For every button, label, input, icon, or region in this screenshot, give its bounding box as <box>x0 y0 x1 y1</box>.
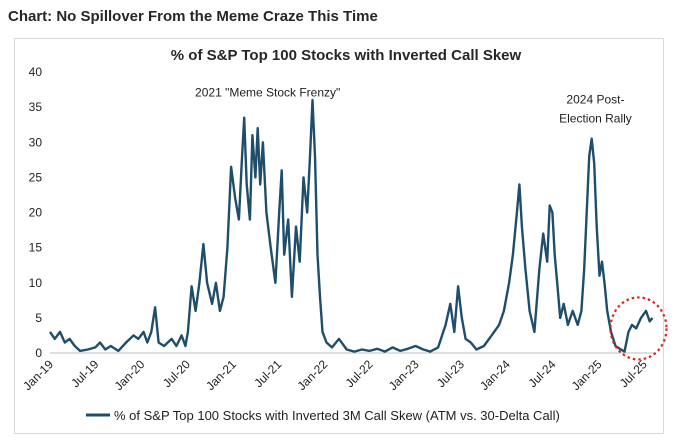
legend-label: % of S&P Top 100 Stocks with Inverted 3M… <box>114 408 560 423</box>
x-tick-label: Jan-22 <box>294 357 330 393</box>
x-tick-label: Jan-19 <box>20 357 56 393</box>
x-tick-label: Jan-21 <box>203 357 239 393</box>
x-tick-label: Jul-23 <box>434 357 467 390</box>
x-tick-label: Jan-25 <box>569 357 605 393</box>
annotation-label: 2024 Post- <box>566 93 624 107</box>
y-tick-label: 25 <box>29 170 43 184</box>
y-axis-ticks: 0 5 10 15 20 25 30 35 40 <box>29 65 43 360</box>
chart-title: % of S&P Top 100 Stocks with Inverted Ca… <box>171 47 522 64</box>
y-tick-label: 20 <box>29 206 43 220</box>
y-tick-label: 0 <box>35 346 42 360</box>
x-tick-label: Jul-24 <box>526 357 559 390</box>
x-tick-label: Jul-20 <box>160 357 193 390</box>
page-headline: Chart: No Spillover From the Meme Craze … <box>8 8 378 25</box>
series-line <box>49 98 654 353</box>
x-tick-label: Jul-22 <box>343 357 376 390</box>
legend: % of S&P Top 100 Stocks with Inverted 3M… <box>86 408 560 423</box>
y-tick-label: 5 <box>35 311 42 325</box>
chart-panel <box>14 38 664 434</box>
highlight-circle <box>609 296 668 361</box>
x-tick-label: Jan-20 <box>112 357 148 393</box>
y-tick-label: 10 <box>29 276 43 290</box>
x-axis-ticks: Jan-19 Jul-19 Jan-20 Jul-20 Jan-21 Jul-21 Jan-… <box>20 357 650 393</box>
x-tick-label: Jul-19 <box>68 357 101 390</box>
x-tick-label: Jul-25 <box>617 357 650 390</box>
annotation-label: 2021 "Meme Stock Frenzy" <box>195 86 340 100</box>
y-tick-label: 15 <box>29 241 43 255</box>
annotation-label: Election Rally <box>559 112 632 126</box>
y-tick-label: 30 <box>29 135 43 149</box>
y-tick-label: 40 <box>29 65 43 79</box>
annotations: 2021 "Meme Stock Frenzy" 2024 Post- Electi… <box>195 86 632 126</box>
y-tick-label: 35 <box>29 100 43 114</box>
x-tick-label: Jul-21 <box>251 357 284 390</box>
x-tick-label: Jan-24 <box>477 357 513 393</box>
x-tick-label: Jan-23 <box>386 357 422 393</box>
